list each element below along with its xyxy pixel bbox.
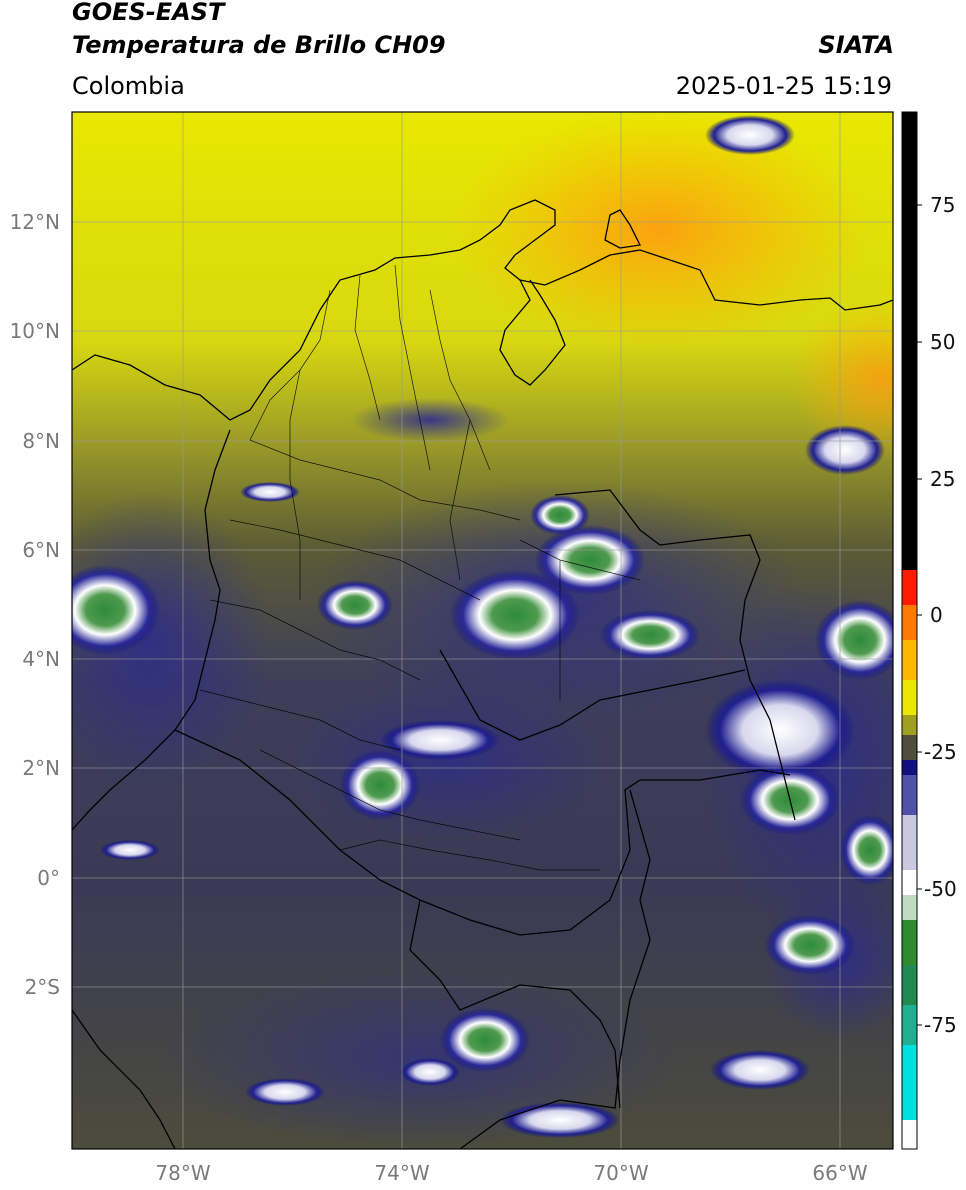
brightness-temperature-field	[72, 112, 893, 1149]
latitude-ticks: 12°N 10°N 8°N 6°N 4°N 2°N 0° 2°S	[10, 210, 60, 999]
region-label: Colombia	[72, 72, 185, 100]
colorbar-segment-orange	[902, 605, 917, 640]
colorbar-segment-green	[902, 920, 917, 965]
colorbar-segment-white	[902, 870, 917, 895]
boundaries	[72, 199, 893, 1149]
colorbar-segment-teal	[902, 1005, 917, 1045]
colorbar-tick: 0	[930, 603, 943, 627]
colorbar-segment-blue	[902, 775, 917, 815]
lat-tick: 4°N	[22, 647, 60, 671]
colorbar-tick: -25	[924, 740, 957, 764]
colorbar-tick: 50	[930, 330, 955, 354]
satellite-title: GOES-EAST	[72, 0, 225, 26]
lat-tick: 12°N	[10, 210, 60, 234]
map-frame	[71, 111, 894, 1150]
colorbar-segment-lavender	[902, 815, 917, 870]
colorbar-segment-olive	[902, 735, 917, 760]
colorbar-tick: -50	[924, 877, 957, 901]
colorbar-segment-yellow	[902, 680, 917, 715]
colorbar-frame	[901, 111, 918, 1150]
colorbar-tick: 75	[930, 193, 955, 217]
product-title: Temperatura de Brillo CH09	[72, 31, 446, 59]
colorbar-tick: 25	[930, 467, 955, 491]
organization-label: SIATA	[818, 31, 894, 59]
lat-tick: 10°N	[10, 319, 60, 343]
colorbar-segment-cyan	[902, 1045, 917, 1120]
colorbar-segment-pale-green	[902, 895, 917, 920]
colorbar-segment-red	[902, 570, 917, 605]
lat-tick: 6°N	[22, 538, 60, 562]
colorbar-segment-navy	[902, 760, 917, 775]
colorbar-segment-amber	[902, 640, 917, 680]
lon-tick: 78°W	[155, 1161, 210, 1185]
department-boundaries	[199, 264, 641, 871]
lat-tick: 2°S	[25, 975, 60, 999]
colorbar-segment-white-bottom	[902, 1120, 917, 1149]
colorbar-segment-olive-light	[902, 715, 917, 735]
colorbar-segment-black	[902, 112, 917, 570]
colorbar-tick: -75	[924, 1013, 957, 1037]
lat-tick: 2°N	[22, 756, 60, 780]
lon-tick: 66°W	[812, 1161, 867, 1185]
lat-tick: 8°N	[22, 429, 60, 453]
colorbar: 75 50 25 0 -25 -50 -75	[901, 111, 957, 1150]
lat-tick: 0°	[37, 866, 60, 890]
lon-tick: 74°W	[374, 1161, 429, 1185]
lon-tick: 70°W	[593, 1161, 648, 1185]
graticule	[72, 112, 893, 1149]
colorbar-segment-dark-green	[902, 965, 917, 1005]
datetime-label: 2025-01-25 15:19	[675, 72, 892, 100]
longitude-ticks: 78°W 74°W 70°W 66°W	[155, 1161, 867, 1185]
